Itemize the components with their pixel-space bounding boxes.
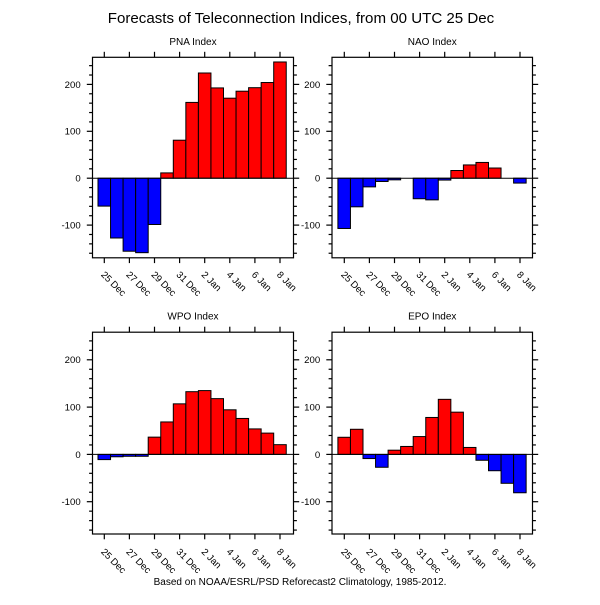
svg-text:100: 100 — [65, 403, 81, 414]
svg-text:-100: -100 — [301, 497, 320, 508]
svg-text:0: 0 — [315, 174, 320, 185]
svg-text:0: 0 — [315, 450, 320, 461]
svg-text:0: 0 — [75, 450, 80, 461]
svg-text:EPO Index: EPO Index — [408, 312, 456, 323]
svg-text:200: 200 — [304, 80, 320, 91]
svg-text:PNA Index: PNA Index — [169, 37, 216, 48]
svg-text:0: 0 — [75, 174, 80, 185]
svg-text:200: 200 — [65, 355, 81, 366]
svg-text:200: 200 — [304, 355, 320, 366]
svg-text:-100: -100 — [61, 221, 80, 232]
svg-text:-100: -100 — [301, 221, 320, 232]
svg-text:NAO Index: NAO Index — [408, 37, 457, 48]
svg-text:Forecasts of Teleconnection In: Forecasts of Teleconnection Indices, fro… — [108, 10, 495, 27]
svg-text:Based on NOAA/ESRL/PSD Reforec: Based on NOAA/ESRL/PSD Reforecast2 Clima… — [154, 577, 447, 588]
svg-text:100: 100 — [65, 127, 81, 138]
svg-text:100: 100 — [304, 127, 320, 138]
svg-text:200: 200 — [65, 80, 81, 91]
svg-text:-100: -100 — [61, 497, 80, 508]
svg-text:100: 100 — [304, 403, 320, 414]
svg-text:WPO Index: WPO Index — [167, 312, 218, 323]
